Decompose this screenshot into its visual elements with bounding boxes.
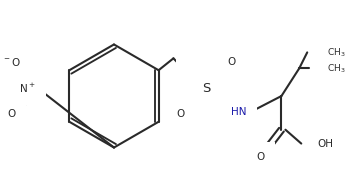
- Text: CH$_3$: CH$_3$: [327, 46, 346, 59]
- Text: O: O: [176, 109, 185, 119]
- Text: OH: OH: [317, 139, 333, 149]
- Text: O: O: [8, 109, 16, 119]
- Text: $^-$O: $^-$O: [2, 56, 21, 68]
- Text: CH$_3$: CH$_3$: [327, 62, 346, 74]
- Text: S: S: [202, 82, 210, 95]
- Text: N$^+$: N$^+$: [20, 82, 36, 95]
- Text: HN: HN: [231, 107, 247, 117]
- Text: O: O: [228, 57, 236, 67]
- Text: O: O: [257, 152, 265, 162]
